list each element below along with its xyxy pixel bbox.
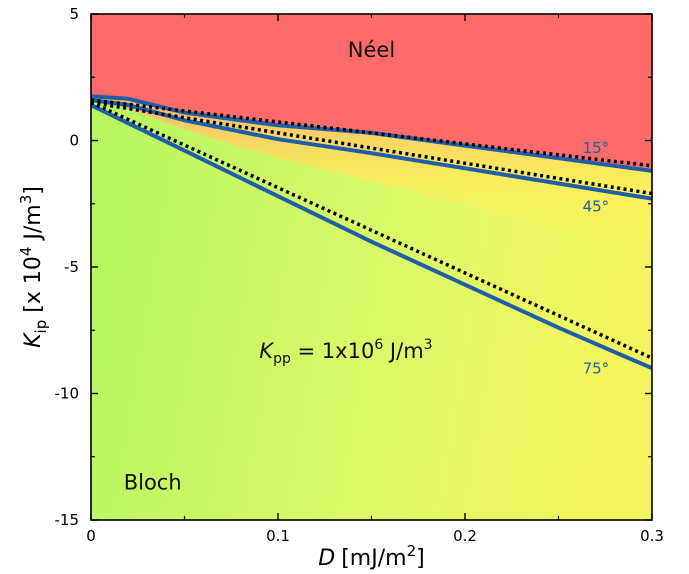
y-axis-unit-close: ] [21,186,46,195]
y-axis-title: Kip [x 104 J/m3] [17,186,50,348]
x-axis-unit: [mJ/m [341,546,406,571]
x-tick-label: 0.3 [640,527,664,545]
y-axis-symbol: K [21,332,46,348]
x-axis-unit-close: ] [416,546,425,571]
y-tick-label: -15 [55,511,80,529]
neel-region-fill [91,14,652,171]
y-axis-subscript: ip [32,320,50,334]
y-axis-unit-mid: J/m [21,204,46,246]
x-axis-unit-exponent: 2 [407,542,417,560]
kpp-symbol: K [259,339,275,363]
bloch-region-label: Bloch [124,471,182,495]
x-axis-symbol: D [318,546,335,571]
y-axis-unit-exponent-2: 3 [17,195,35,205]
series-15deg-dotted-line [91,98,652,168]
axis-ticks: 0 0.1 0.2 0.3 5 0 -5 -10 -15 [55,5,664,545]
x-tick-label: 0.1 [266,527,290,545]
kpp-annotation: Kpp = 1x106 J/m3 [259,337,432,367]
y-tick-label: -10 [55,385,80,403]
x-tick-label: 0.2 [453,527,477,545]
y-tick-label: 5 [69,5,79,23]
y-tick-label: 0 [69,132,79,150]
neel-region-label: Néel [348,38,395,62]
y-tick-label: -5 [64,258,79,276]
curve-label-75deg: 75° [583,359,610,377]
y-axis-unit: [x 10 [21,256,46,320]
kpp-exponent: 6 [374,337,383,353]
kpp-unit: J/m [383,339,423,363]
series-layer [91,94,652,371]
series-75deg-solid-line [91,103,652,371]
series-45deg-solid-line [91,98,652,201]
transition-gradient-region [91,96,652,255]
x-tick-label: 0 [86,527,96,545]
x-axis-title: D [mJ/m2] [318,542,424,571]
y-axis-unit-exponent: 4 [17,247,35,257]
kpp-subscript: pp [273,351,291,367]
kpp-value: = 1x10 [291,339,374,363]
curve-labels: 15° 45° 75° [583,139,610,377]
series-75deg-dotted-line [91,100,652,360]
kpp-unit-exponent: 3 [424,337,433,353]
curve-label-45deg: 45° [583,197,610,215]
curve-label-15deg: 15° [583,139,610,157]
